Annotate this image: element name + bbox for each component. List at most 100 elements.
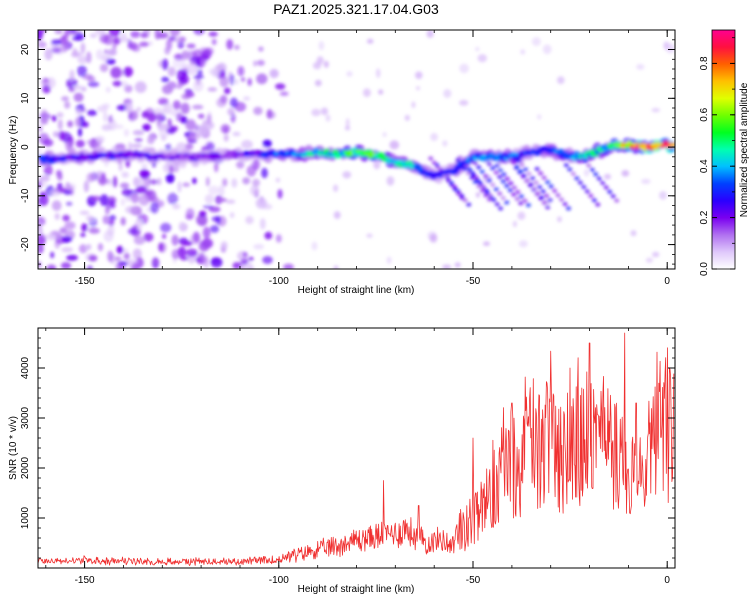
noise-cell: [252, 158, 261, 170]
noise-cell: [95, 30, 107, 36]
noise-cell: [180, 102, 190, 115]
noise-cell: [164, 143, 172, 152]
noise-cell: [389, 140, 400, 150]
noise-cell: [109, 198, 115, 207]
noise-cell: [176, 69, 186, 82]
noise-cell: [64, 221, 76, 230]
noise-cell: [311, 108, 321, 117]
ridge-cell: [472, 180, 478, 184]
x-tick-label: 0: [664, 276, 670, 287]
noise-cell: [193, 49, 202, 59]
ridge-cell: [452, 187, 458, 192]
noise-cell: [152, 259, 160, 264]
noise-cell: [630, 230, 637, 237]
noise-cell: [57, 119, 63, 131]
ridge-cell: [490, 166, 496, 171]
noise-cell: [169, 165, 174, 174]
ridge-cell: [566, 206, 571, 211]
ridge-cell: [607, 189, 613, 194]
noise-cell: [112, 42, 117, 50]
ridge-cell: [516, 158, 522, 163]
noise-cell: [459, 99, 469, 106]
ridge-cell: [537, 185, 543, 189]
ridge-cell: [442, 174, 448, 178]
noise-cell: [95, 170, 104, 182]
ridge-cell: [462, 166, 468, 171]
noise-cell: [262, 256, 273, 264]
noise-cell: [218, 184, 225, 197]
noise-cell: [404, 114, 410, 121]
noise-cell: [69, 185, 75, 196]
x-tick-label: 0: [664, 575, 670, 586]
ridge-cell: [589, 167, 595, 172]
noise-cell: [415, 71, 423, 80]
noise-cell: [118, 37, 130, 43]
snr-y-axis: 1000 2000 3000 4000: [20, 327, 675, 569]
ridge-cell: [380, 153, 386, 158]
noise-cell: [108, 219, 115, 227]
ridge-cell: [547, 198, 553, 203]
ridge-cell: [497, 175, 503, 179]
ridge-cell: [453, 169, 460, 173]
ridge-cell: [494, 202, 500, 207]
ridge-cell: [458, 162, 464, 167]
ridge-cell: [535, 191, 541, 196]
noise-cell: [162, 233, 167, 239]
noise-cell: [557, 76, 565, 85]
noise-cell: [132, 248, 142, 260]
noise-cell: [621, 170, 630, 177]
ridge-cell: [508, 181, 514, 186]
snr-x-axis: -150 -100 -50 0: [45, 328, 670, 586]
noise-cell: [198, 210, 207, 218]
noise-cell: [223, 134, 229, 142]
noise-cell: [198, 240, 210, 252]
noise-cell: [167, 192, 178, 205]
noise-cell: [140, 32, 148, 38]
noise-cell: [266, 109, 273, 119]
ridge-cell: [477, 180, 483, 185]
noise-cell: [52, 131, 60, 138]
noise-cell: [264, 231, 273, 240]
noise-cell: [132, 43, 141, 53]
noise-cell: [237, 251, 249, 261]
noise-cell: [520, 49, 526, 55]
noise-cell: [279, 91, 289, 96]
ridge-cell: [591, 198, 597, 203]
noise-cell: [187, 63, 198, 75]
noise-cell: [87, 109, 97, 116]
noise-cell: [130, 30, 141, 38]
noise-cell: [386, 176, 395, 186]
noise-cell: [208, 185, 220, 195]
ridge-cell: [541, 175, 547, 180]
noise-cell: [147, 112, 157, 123]
noise-cell: [180, 116, 188, 124]
ridge-cell: [542, 200, 548, 204]
noise-cell: [207, 87, 218, 92]
noise-cell: [219, 76, 229, 88]
noise-cell: [75, 107, 83, 117]
noise-cell: [139, 41, 150, 47]
noise-cell: [167, 66, 176, 77]
ridge-cell: [428, 156, 434, 161]
ridge-cell: [595, 202, 601, 207]
noise-cell: [557, 216, 562, 223]
ridge-cell: [567, 167, 573, 172]
snr-background: [38, 328, 675, 568]
noise-cell: [229, 212, 235, 219]
noise-cell: [106, 178, 116, 186]
noise-cell: [65, 182, 71, 194]
ridge-cell: [459, 195, 465, 200]
noise-cell: [51, 47, 62, 54]
ridge-cell: [493, 170, 499, 175]
noise-cell: [80, 232, 86, 237]
noise-cell: [113, 124, 124, 130]
noise-cell: [120, 198, 125, 206]
noise-cell: [77, 56, 88, 64]
noise-cell: [101, 124, 112, 131]
noise-cell: [185, 208, 195, 220]
noise-cell: [80, 42, 86, 54]
noise-cell: [382, 132, 387, 138]
noise-cell: [121, 188, 132, 197]
noise-cell: [641, 178, 651, 184]
noise-cell: [196, 214, 208, 226]
